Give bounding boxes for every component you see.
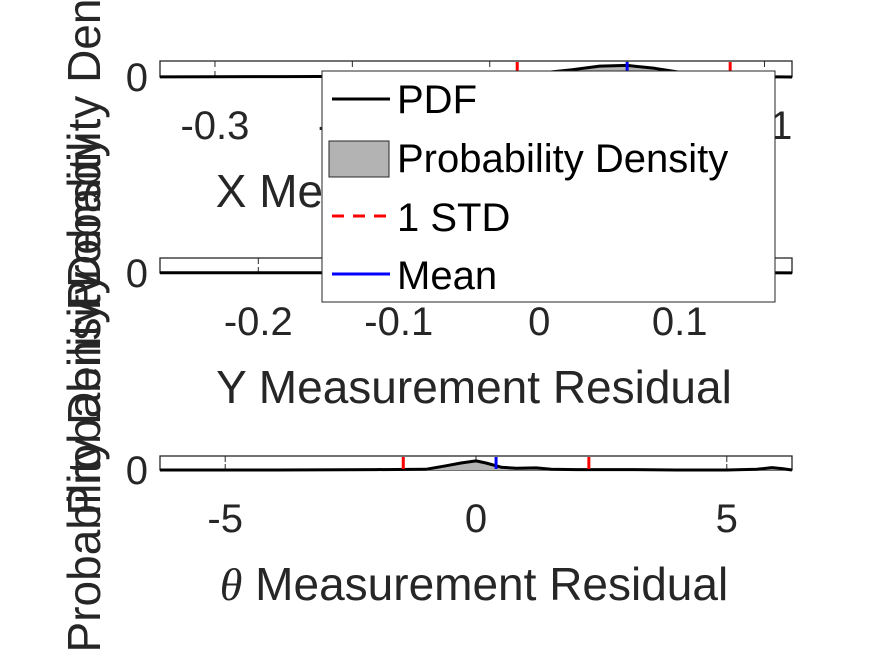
legend-box [321,70,776,303]
x-tick-label: -0.1 [364,300,433,344]
legend-label-mean: Mean [397,254,497,298]
y-axis-title: Probability Density [58,0,110,310]
x-tick-label: 0 [465,497,487,541]
x-axis-title: θ Measurement Residual [220,558,728,610]
legend-density-swatch [328,140,390,178]
x-tick-label: 0.1 [652,300,708,344]
x-tick-labels: -5 0 5 [207,497,738,541]
x-tick-labels: -0.2 -0.1 0 0.1 [224,300,708,344]
pdf-line [160,459,793,472]
plot-area [160,457,793,472]
density-area [160,460,792,470]
x-tick-label: 5 [716,497,738,541]
legend-label-std: 1 STD [397,196,510,240]
x-tick-label: -0.3 [180,104,249,148]
y-tick-label: 0 [126,56,148,100]
legend: PDF Probability Density 1 STD Mean [321,70,776,303]
y-axis-title: Probability Density [58,135,110,516]
legend-label-pdf: PDF [397,78,477,122]
x-tick-label: -5 [207,497,243,541]
y-tick-label: 0 [126,449,148,493]
y-tick-label: 0 [126,252,148,296]
x-tick-label: 0 [528,300,550,344]
y-axis-title: Probability Density [58,272,110,653]
theta-residual-axes: 0 -5 0 5 θ Measurement Residual [126,449,793,610]
x-axis-title: Y Measurement Residual [216,361,732,413]
x-tick-label: -0.2 [224,300,293,344]
legend-label-density: Probability Density [397,137,728,181]
